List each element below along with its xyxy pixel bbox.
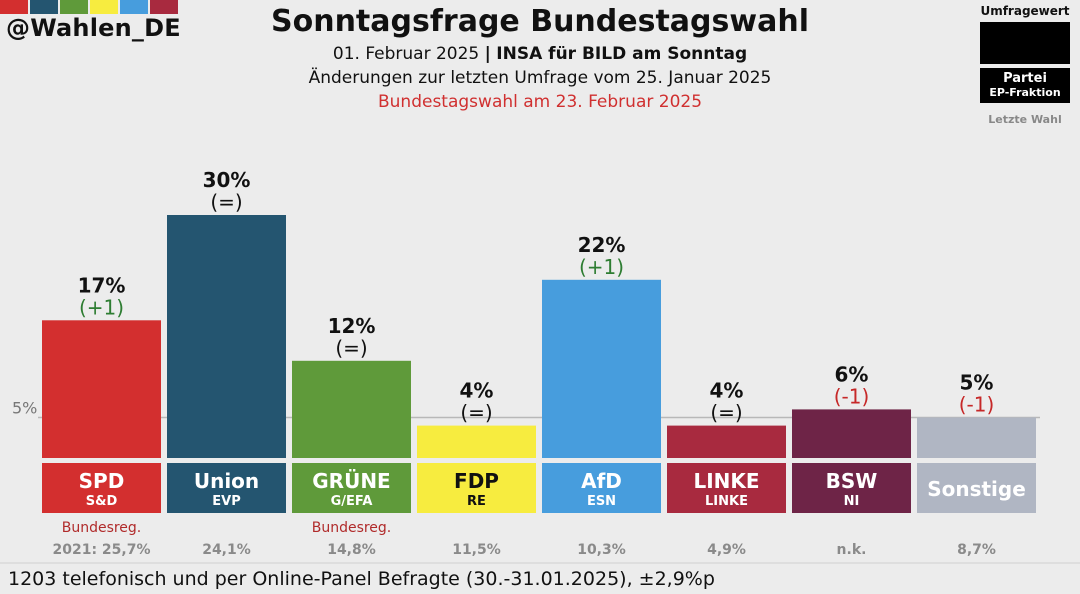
ep-group: EVP [212, 494, 240, 509]
change-label: (=) [460, 401, 492, 425]
bar-fdp [417, 425, 536, 458]
color-swatch [30, 0, 58, 14]
change-label: (=) [210, 190, 242, 214]
ep-group: G/EFA [331, 494, 373, 509]
value-label: 6% [835, 362, 869, 386]
party-label-box [417, 463, 536, 513]
election-note: Bundestagswahl am 23. Februar 2025 [377, 92, 703, 112]
last-election-value: 11,5% [452, 542, 501, 558]
bar-union [167, 215, 286, 458]
value-label: 17% [78, 273, 126, 297]
value-label: 22% [578, 233, 626, 257]
chart-title: Sonntagsfrage Bundestagswahl [271, 4, 809, 39]
ep-group: RE [467, 494, 486, 509]
ep-group: ESN [587, 494, 616, 509]
poll-separator: | [484, 44, 491, 64]
ep-group: S&D [86, 494, 118, 509]
party-name: LINKE [693, 469, 759, 493]
color-swatch [120, 0, 148, 14]
value-label: 12% [328, 314, 376, 338]
color-swatch [150, 0, 178, 14]
bar-grüne [292, 360, 411, 458]
party-name: BSW [826, 469, 878, 493]
party-label-box [792, 463, 911, 513]
party-label-box [167, 463, 286, 513]
legend-last-election-label: Letzte Wahl [988, 113, 1062, 126]
party-name: Sonstige [927, 477, 1026, 501]
government-note: Bundesreg. [62, 520, 142, 536]
last-election-value: n.k. [837, 542, 867, 558]
color-swatch [0, 0, 28, 14]
bar-afd [542, 279, 661, 458]
legend-party-box: Partei EP-Fraktion [980, 68, 1070, 103]
change-label: (=) [335, 336, 367, 360]
government-note: Bundesreg. [312, 520, 392, 536]
change-label: (+1) [79, 295, 124, 319]
party-label-box [667, 463, 786, 513]
party-name: Union [194, 469, 259, 493]
value-label: 4% [710, 379, 744, 403]
ep-group: NI [844, 494, 860, 509]
footer-note: 1203 telefonisch und per Online-Panel Be… [8, 568, 715, 590]
last-election-value: 14,8% [327, 542, 376, 558]
poll-institute: INSA für BILD am Sonntag [496, 44, 748, 64]
color-swatch [90, 0, 118, 14]
poll-info: 01. Februar 2025 | INSA für BILD am Sonn… [0, 44, 1080, 64]
value-label: 5% [960, 371, 994, 395]
legend-ep-label: EP-Fraktion [989, 86, 1061, 99]
legend-party-label: Partei [1003, 71, 1047, 86]
bar-bsw [792, 409, 911, 458]
last-election-value: 10,3% [577, 542, 626, 558]
legend: Umfragewert Partei EP-Fraktion Letzte Wa… [980, 0, 1070, 126]
threshold-label: 5% [12, 399, 37, 418]
color-swatch [60, 0, 88, 14]
party-name: AfD [581, 469, 622, 493]
party-label-box [917, 463, 1036, 513]
change-label: (-1) [834, 384, 870, 408]
party-label-box [292, 463, 411, 513]
legend-value-box [980, 22, 1070, 64]
last-election-value: 2021: 25,7% [52, 542, 150, 558]
value-label: 4% [460, 379, 494, 403]
brand-color-strip [0, 0, 180, 14]
party-name: SPD [79, 469, 125, 493]
party-name: GRÜNE [312, 469, 390, 493]
last-election-value: 24,1% [202, 542, 251, 558]
party-name: FDP [454, 469, 499, 493]
last-election-value: 4,9% [707, 542, 746, 558]
value-label: 30% [203, 168, 251, 192]
change-label: (-1) [959, 393, 995, 417]
last-election-value: 8,7% [957, 542, 996, 558]
changes-note: Änderungen zur letzten Umfrage vom 25. J… [308, 68, 772, 88]
bar-spd [42, 320, 161, 458]
change-label: (=) [710, 401, 742, 425]
poll-date: 01. Februar 2025 [332, 44, 480, 64]
party-label-box [542, 463, 661, 513]
bar-sonstige [917, 417, 1036, 458]
bar-linke [667, 425, 786, 458]
account-handle: @Wahlen_DE [6, 14, 181, 42]
change-label: (+1) [579, 255, 624, 279]
ep-group: LINKE [705, 494, 748, 509]
legend-value-label: Umfragewert [980, 4, 1070, 18]
party-label-box [42, 463, 161, 513]
